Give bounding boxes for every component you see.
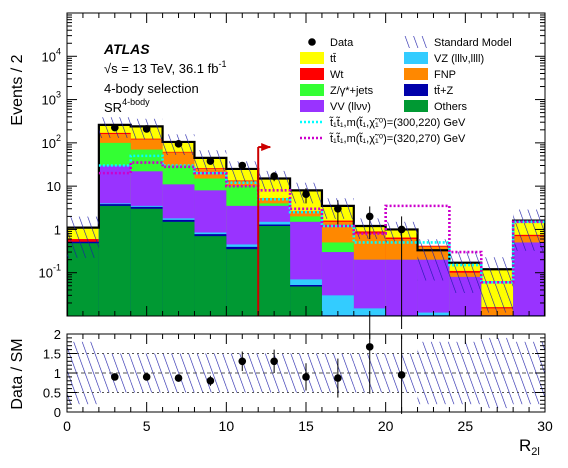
ttbar-legend-label: tt̄	[330, 53, 336, 65]
vz-bar-8	[321, 295, 354, 316]
data-point-8	[365, 212, 374, 221]
ratio-point-7	[334, 374, 342, 382]
x-tick-label-6: 30	[537, 418, 553, 434]
sm-legend-label: Standard Model	[434, 37, 512, 49]
data-legend-swatch	[308, 38, 316, 46]
main-y-axis: 10-1 1 10 102 103 104	[39, 14, 545, 317]
x-tick-label-4: 20	[378, 418, 394, 434]
sm-legend-swatch	[404, 36, 428, 48]
sm-band-bin-5	[226, 161, 259, 182]
data-point-1	[142, 125, 151, 133]
sm-band-bin-12	[449, 251, 482, 293]
sig1-legend-label: t̃₁t̃₁,m(t̃₁,χ̃₁⁰)=(300,220) GeV	[329, 116, 466, 129]
ratio-data-points	[111, 314, 406, 414]
zjets-legend-label: Z/γ*+jets	[330, 85, 374, 97]
atlas-annotations: ATLAS √s = 13 TeV, 36.1 fb-1 4-body sele…	[103, 41, 227, 115]
fnp-legend-label: FNP	[434, 69, 456, 81]
others-bar-6	[258, 226, 291, 316]
ratio-point-4	[238, 357, 247, 366]
x-tick-label-1: 5	[143, 418, 151, 434]
others-bar-2	[130, 208, 163, 316]
sm-band-bin-14	[513, 209, 545, 251]
x-axis-label: R2l	[519, 436, 540, 458]
ttbar-legend-swatch	[300, 52, 324, 64]
wt-legend-label: Wt	[330, 69, 343, 81]
sm-band-bin-0	[67, 216, 99, 258]
sm-band-bin-6	[258, 170, 291, 192]
vz-legend-swatch	[404, 52, 428, 64]
ratio-y-tick-label-1: 0.5	[43, 386, 61, 401]
data-legend-label: Data	[330, 37, 354, 49]
zjets-legend-swatch	[300, 84, 324, 96]
vv-legend-swatch	[300, 100, 324, 112]
main-y-tick-label-4: 103	[42, 90, 61, 108]
ratio-y-axis: 0 0.5 1 1.5 2	[43, 327, 545, 420]
signal-320-270-line	[98, 161, 545, 284]
sm-band-bin-11	[417, 239, 450, 281]
ratio-y-axis-label: Data / SM	[9, 338, 26, 409]
sm-band-bin-13	[481, 257, 514, 313]
data-points	[111, 123, 406, 330]
data-point-0	[111, 123, 119, 132]
energy-label: √s = 13 TeV, 36.1 fb-1	[104, 59, 227, 76]
ratio-y-tick-label-3: 1.5	[43, 347, 61, 362]
ratio-plot-panel: 0 0.5 1 1.5 2 0 5 10 15 20 25 30 Data / SM R2l	[9, 314, 553, 458]
data-point-6	[302, 190, 310, 199]
region-label: SR4-body	[104, 97, 150, 115]
vv-legend-label: VV (llνν)	[330, 101, 371, 113]
main-y-tick-label-3: 102	[42, 133, 61, 151]
x-tick-label-2: 10	[219, 418, 235, 434]
vv-bar-14	[513, 242, 545, 316]
ratio-point-0	[111, 373, 119, 381]
signal-curves	[98, 154, 545, 284]
ratio-point-3	[206, 377, 215, 385]
others-legend-swatch	[404, 100, 428, 112]
atlas-label: ATLAS	[103, 41, 150, 57]
ratio-y-tick-label-4: 2	[54, 327, 61, 342]
data-point-2	[174, 140, 183, 148]
wt-legend-swatch	[300, 68, 324, 80]
x-tick-label-5: 25	[458, 418, 474, 434]
others-bar-1	[98, 205, 131, 316]
ratio-y-tick-label-2: 1	[54, 366, 61, 381]
ratio-point-1	[142, 373, 151, 381]
data-point-3	[206, 157, 215, 165]
main-y-tick-label-5: 104	[42, 46, 61, 64]
others-bar-5	[226, 249, 259, 316]
data-point-7	[334, 204, 342, 213]
sig2-legend-label: t̃₁t̃₁,m(t̃₁,χ̃₁⁰)=(320,270) GeV	[329, 132, 466, 145]
signal-300-220-line	[98, 154, 545, 284]
selection-label: 4-body selection	[104, 81, 199, 96]
fnp-legend-swatch	[404, 68, 428, 80]
ratio-point-5	[270, 357, 278, 366]
vv-bar-9	[353, 259, 386, 316]
vz-legend-label: VZ (lllν,llll)	[434, 53, 484, 65]
main-plot-panel: 10-1 1 10 102 103 104 Events / 2	[9, 12, 546, 330]
data-point-5	[270, 172, 278, 180]
legend: Data Standard Model tt̄ VZ (lllν,llll) Wt FNP…	[300, 36, 512, 145]
others-bar-3	[162, 221, 195, 316]
main-x-ticks	[66, 13, 546, 316]
main-y-axis-label: Events / 2	[9, 54, 26, 125]
x-tick-label-0: 0	[63, 418, 71, 434]
ratio-x-axis: 0 5 10 15 20 25 30	[63, 334, 553, 434]
ratio-point-8	[365, 343, 374, 351]
ttz-legend-label: tt̄+Z	[434, 85, 454, 97]
sm-uncertainty-band	[67, 117, 545, 313]
main-y-tick-label-1: 1	[54, 222, 61, 237]
others-bar-4	[194, 236, 227, 316]
ttz-legend-swatch	[404, 84, 428, 96]
x-tick-label-3: 15	[298, 418, 314, 434]
data-point-9	[397, 225, 406, 234]
ratio-point-6	[302, 373, 310, 381]
others-legend-label: Others	[434, 101, 468, 113]
main-y-tick-label-0: 10-1	[39, 263, 61, 281]
ratio-point-2	[174, 374, 183, 382]
ratio-y-tick-label-0: 0	[54, 405, 61, 420]
ratio-point-9	[397, 371, 406, 379]
data-point-4	[238, 161, 247, 170]
main-y-tick-label-2: 10	[47, 179, 61, 194]
cut-arrow	[257, 143, 272, 316]
